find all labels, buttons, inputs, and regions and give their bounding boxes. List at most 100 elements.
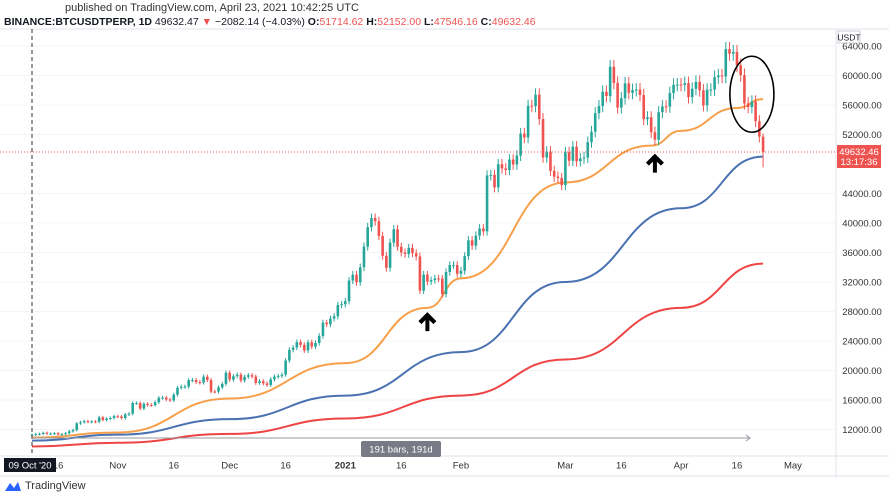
- candle-body: [75, 423, 79, 431]
- candle-body: [579, 158, 582, 162]
- published-note: published on TradingView.com, April 23, …: [65, 2, 359, 14]
- measure-tool[interactable]: 191 bars, 191d: [32, 434, 751, 457]
- candle-body: [556, 176, 560, 179]
- candle-body: [441, 278, 444, 295]
- candle-body: [213, 391, 217, 393]
- candle-body: [325, 322, 328, 325]
- countdown-label: 13:17:36: [841, 157, 878, 168]
- last-price-axis-label: 49632.46: [839, 147, 879, 158]
- candle-body: [131, 403, 135, 414]
- y-tick-label: 56000.00: [842, 101, 882, 112]
- high-label: H:: [366, 16, 378, 28]
- candle-body: [332, 316, 336, 319]
- candle-body: [220, 383, 224, 388]
- candle-body: [49, 433, 52, 435]
- candle-body: [243, 376, 246, 381]
- candle-body: [511, 159, 515, 165]
- tradingview-logo[interactable]: TradingView: [4, 480, 86, 492]
- candle-body: [60, 434, 64, 436]
- x-tick-label: 16: [168, 461, 179, 472]
- highlight-ellipse: [729, 55, 775, 134]
- candle-body: [90, 421, 93, 423]
- candle-body: [306, 342, 310, 351]
- candle-body: [504, 168, 508, 170]
- candle-body: [138, 403, 142, 409]
- candle-body: [463, 256, 466, 271]
- low-value: 47546.16: [433, 16, 478, 28]
- candle-body: [299, 342, 302, 345]
- candle-body: [362, 246, 366, 268]
- candle-body: [176, 387, 179, 395]
- candle-body: [302, 344, 306, 351]
- candle-body: [358, 267, 362, 283]
- candle-body: [690, 88, 694, 98]
- candle-body: [489, 174, 493, 176]
- measure-label: 191 bars, 191d: [369, 445, 432, 456]
- candle-body: [418, 256, 422, 291]
- candle-body: [601, 91, 604, 107]
- candle-body: [288, 349, 291, 361]
- candle-body: [101, 417, 105, 420]
- candle-body: [754, 101, 757, 122]
- candle-body: [414, 253, 418, 257]
- candle-body: [310, 342, 314, 347]
- candle-body: [664, 106, 668, 108]
- measure-arrowhead-icon: [745, 434, 751, 442]
- candle-body: [120, 416, 123, 419]
- candle-body: [448, 265, 452, 272]
- candle-body: [634, 89, 638, 91]
- candle-body: [444, 271, 448, 295]
- candle-body: [295, 342, 299, 348]
- candle-body: [508, 159, 511, 170]
- candle-body: [194, 380, 198, 383]
- y-tick-label: 32000.00: [842, 278, 882, 289]
- candle-body: [586, 142, 590, 158]
- candle-body: [411, 247, 414, 254]
- candle-body: [713, 77, 716, 90]
- candle-body: [79, 422, 82, 424]
- candle-body: [232, 376, 235, 380]
- crosshair-date-label: 09 Oct '20: [8, 461, 51, 472]
- candle-body: [541, 119, 545, 158]
- candle-body: [575, 146, 578, 162]
- y-tick-label: 52000.00: [842, 130, 882, 141]
- y-tick-label: 44000.00: [842, 189, 882, 200]
- x-tick-label: 2021: [335, 461, 357, 472]
- candle-body: [183, 386, 187, 388]
- candle-body: [675, 84, 679, 86]
- candle-body: [53, 433, 56, 435]
- candle-body: [485, 175, 489, 232]
- candle-body: [429, 280, 433, 282]
- candle-body: [728, 49, 731, 54]
- candle-body: [560, 178, 563, 186]
- candle-body: [150, 404, 153, 406]
- price-chart[interactable]: 64000.00 60000.00 56000.00 52000.00 44000.00…: [0, 0, 889, 478]
- moving-average-line: [31, 98, 764, 439]
- candle-body: [743, 75, 746, 104]
- candle-body: [64, 433, 67, 435]
- candle-body: [433, 278, 437, 281]
- x-tick-label: May: [784, 461, 802, 472]
- candle-body: [34, 434, 38, 436]
- open-value: 51714.62: [319, 16, 364, 28]
- candle-body: [407, 247, 411, 254]
- candle-body: [123, 414, 127, 419]
- candle-body: [273, 376, 276, 380]
- candle-body: [687, 83, 690, 98]
- candle-body: [116, 416, 120, 418]
- candle-body: [94, 421, 97, 423]
- candle-body: [105, 418, 108, 420]
- candle-body: [590, 131, 593, 143]
- candle-body: [616, 82, 619, 108]
- candle-body: [530, 105, 534, 107]
- candle-body: [56, 433, 60, 435]
- candle-body: [717, 75, 720, 78]
- currency-box[interactable]: [837, 30, 861, 44]
- candle-body: [187, 380, 190, 387]
- candle-body: [377, 221, 381, 236]
- candle-body: [750, 101, 754, 108]
- x-tick-label: 16: [53, 461, 64, 472]
- candle-body: [478, 228, 481, 236]
- candle-body: [284, 360, 287, 375]
- x-tick-label: 16: [396, 461, 407, 472]
